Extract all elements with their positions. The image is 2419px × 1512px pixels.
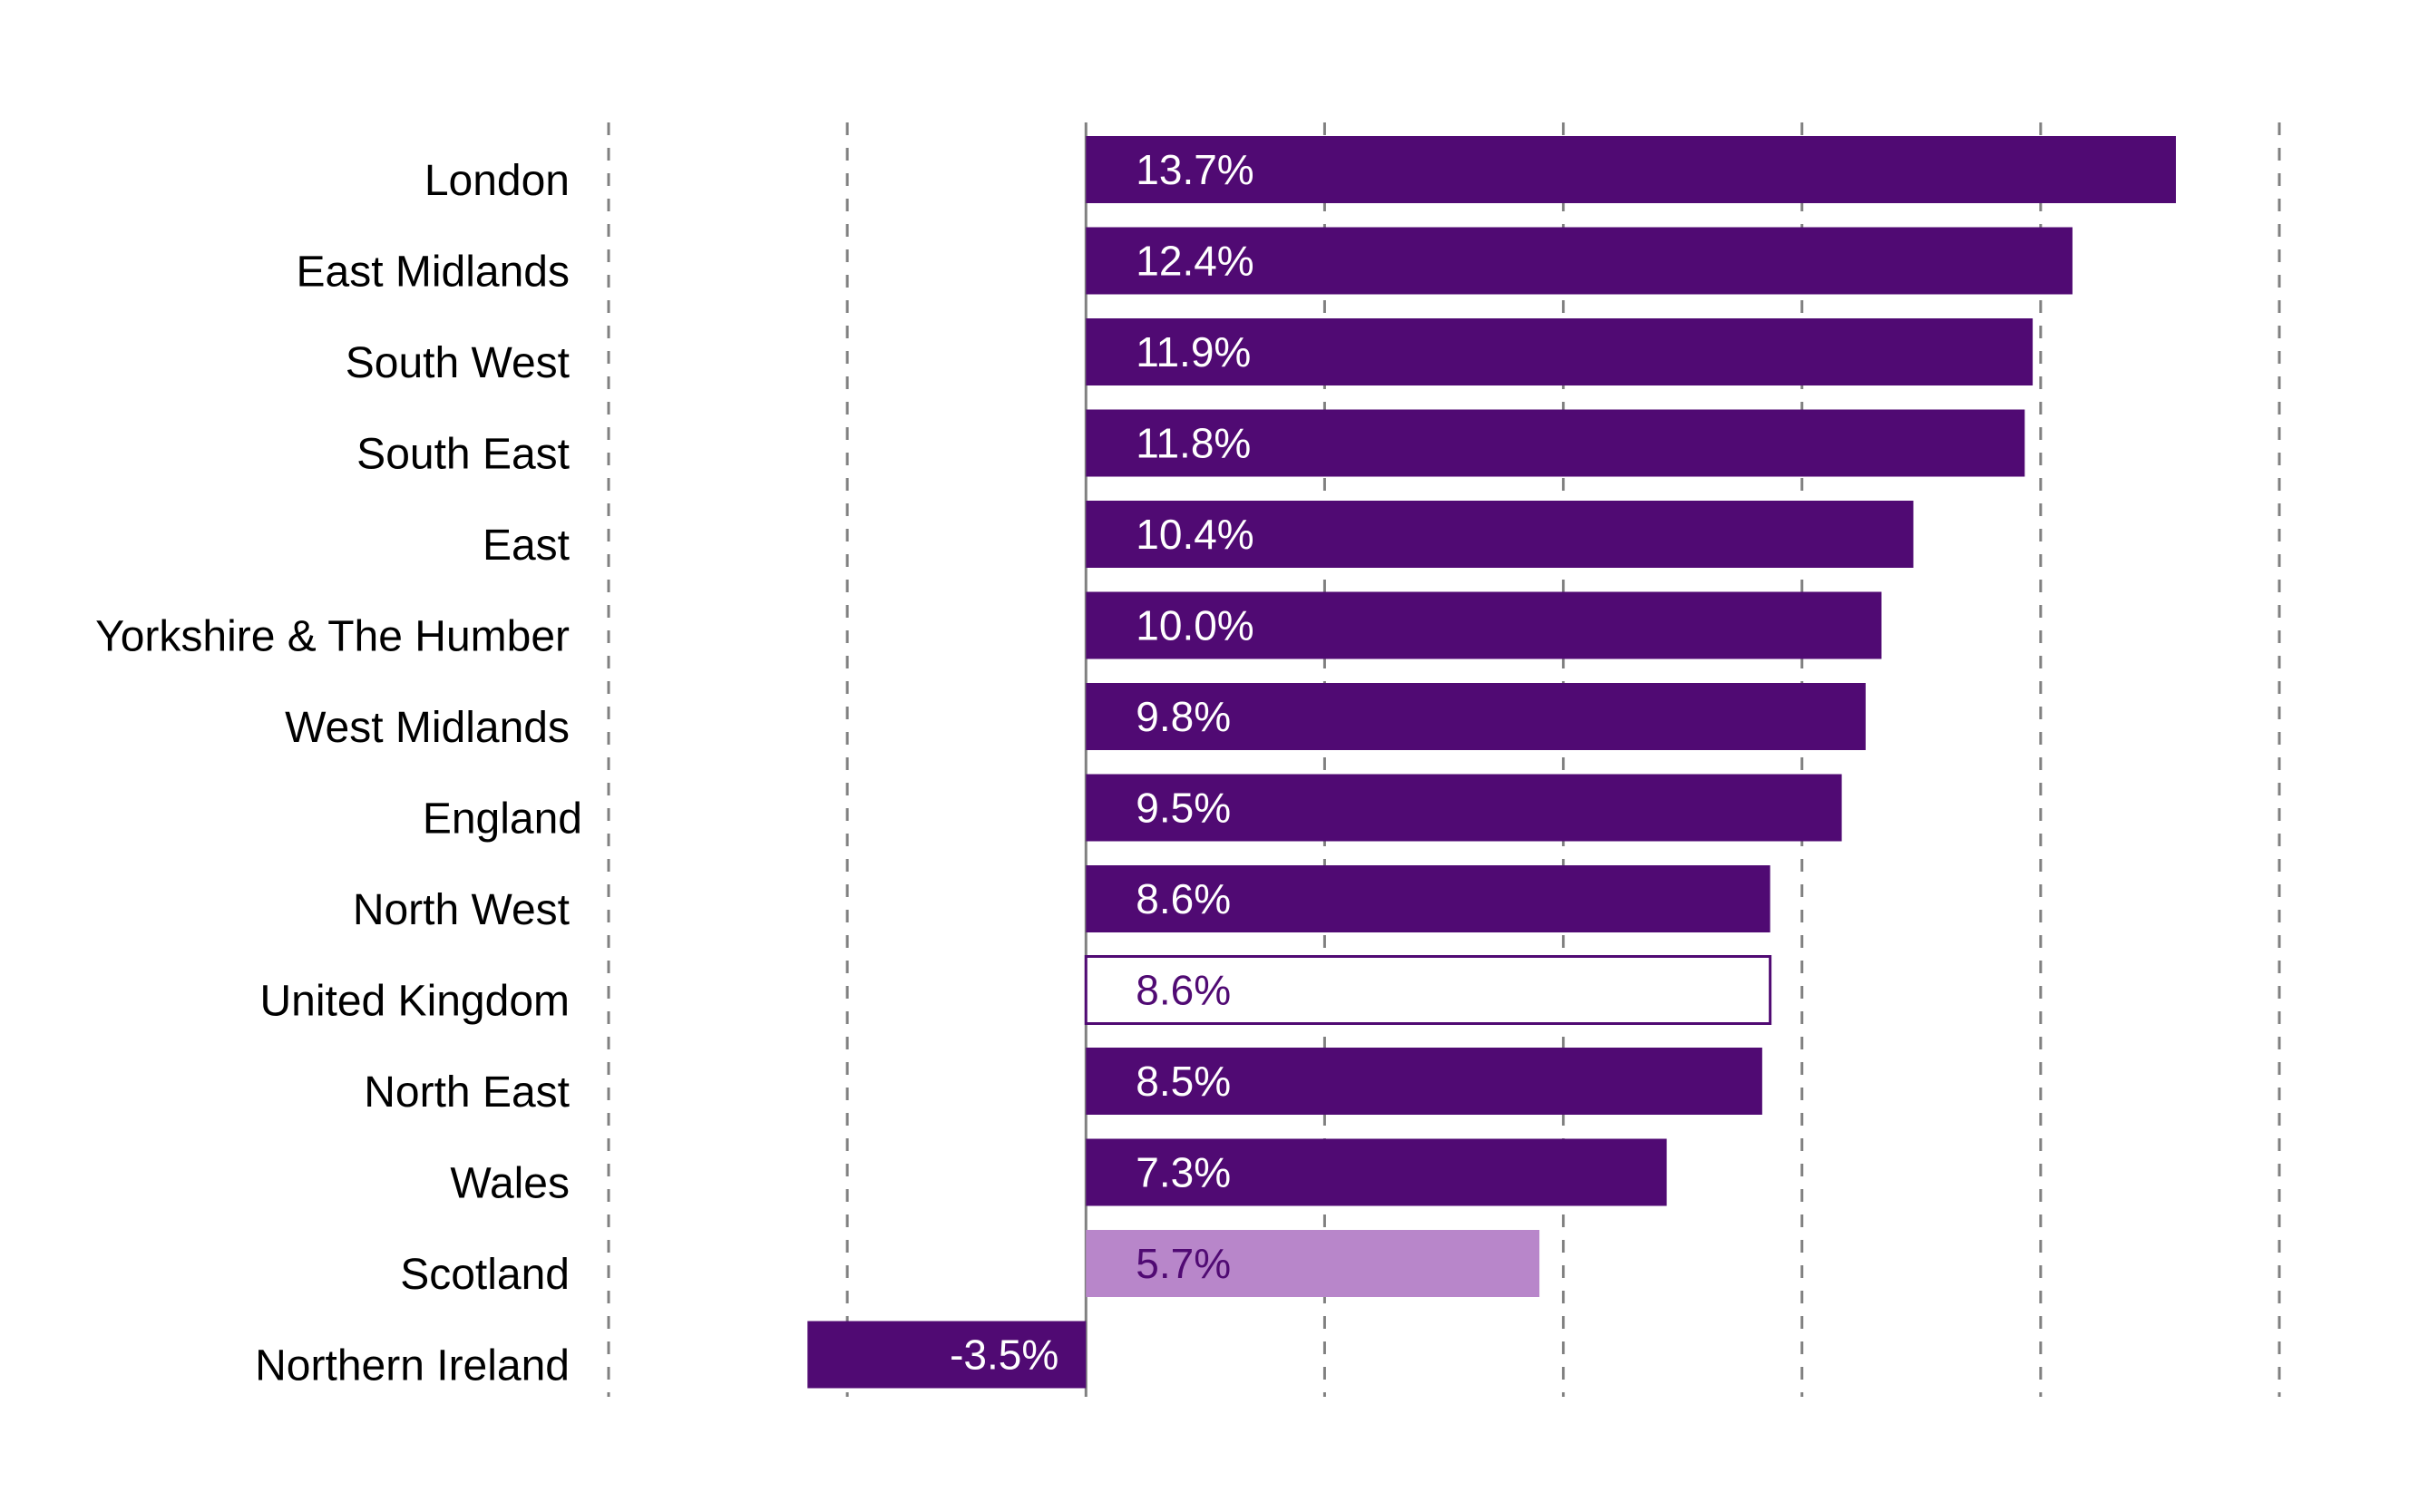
bar-west-midlands: [1086, 683, 1866, 750]
bar-north-west: [1086, 865, 1770, 932]
category-label: London: [424, 157, 570, 205]
bar-north-east: [1086, 1048, 1762, 1115]
category-label: United Kingdom: [259, 978, 570, 1026]
category-label: South East: [356, 431, 570, 479]
data-label: -3.5%: [950, 1332, 1058, 1379]
data-label: 9.8%: [1136, 693, 1231, 740]
category-label: South West: [346, 339, 570, 387]
category-label: East: [483, 522, 570, 570]
data-label: 12.4%: [1136, 238, 1253, 285]
category-label: West Midlands: [285, 704, 570, 752]
category-label: East Midlands: [297, 249, 570, 297]
data-label: 10.4%: [1136, 511, 1253, 558]
bar-wales: [1086, 1138, 1667, 1206]
data-label: 13.7%: [1136, 146, 1253, 193]
bar-scotland: [1086, 1230, 1540, 1297]
category-label: North West: [353, 886, 570, 934]
data-label: 5.7%: [1136, 1240, 1231, 1287]
bar-yorkshire-the-humber: [1086, 591, 1882, 659]
category-label: Yorkshire & The Humber: [95, 613, 570, 661]
bar-south-west: [1086, 318, 2034, 385]
data-label: 11.9%: [1136, 328, 1251, 376]
bar-london: [1086, 136, 2176, 203]
category-label: Scotland: [400, 1251, 570, 1299]
data-label: 8.6%: [1136, 875, 1231, 922]
data-label: 9.5%: [1136, 785, 1231, 832]
data-label: 7.3%: [1136, 1149, 1231, 1196]
category-labels: London East Midlands South West South East E…: [95, 157, 582, 1390]
bar-england: [1086, 774, 1842, 842]
data-label: 11.8%: [1136, 420, 1251, 467]
category-label: North East: [364, 1068, 570, 1117]
bar-east-midlands: [1086, 227, 2073, 295]
bar-south-east: [1086, 409, 2025, 477]
bars: 13.7% 12.4% 11.9% 11.8% 10.4% 10.0% 9.8% 9.5% 8.…: [807, 136, 2176, 1389]
bar-united-kingdom: [1084, 955, 1772, 1025]
data-label: 8.6%: [1136, 967, 1231, 1014]
data-label: 10.0%: [1136, 602, 1253, 649]
category-label: England: [423, 795, 582, 844]
category-label: Wales: [450, 1160, 570, 1208]
bar-northern-ireland: [807, 1321, 1087, 1389]
data-label: 8.5%: [1136, 1058, 1231, 1105]
category-label: Northern Ireland: [255, 1342, 570, 1390]
bar-east: [1086, 501, 1914, 568]
